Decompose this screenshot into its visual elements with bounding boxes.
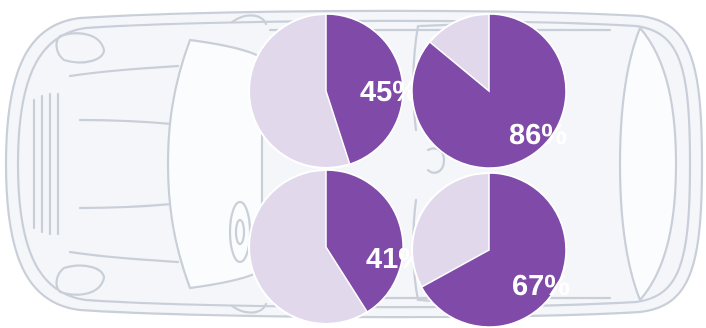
mirror-top xyxy=(230,14,268,26)
pie-value-label: 67% xyxy=(512,270,570,302)
pie-chart-4: 67% xyxy=(411,172,570,328)
pie-value-label: 86% xyxy=(509,119,567,151)
windshield xyxy=(166,38,264,290)
pie-slice-value xyxy=(411,13,567,169)
pie-slice-value xyxy=(325,13,404,166)
headlight-bottom xyxy=(55,264,106,296)
rear-window xyxy=(618,26,678,302)
pie-chart-1: 45% xyxy=(248,13,418,169)
front-grille xyxy=(32,92,60,236)
pie-value-label: 45% xyxy=(360,76,418,108)
pie-slice-value xyxy=(420,172,567,328)
mirror-bottom xyxy=(230,302,268,314)
pie-slice-value xyxy=(325,169,404,314)
headlight-top xyxy=(55,32,106,64)
pie-chart-2: 86% xyxy=(411,13,567,169)
pie-charts: 45%86%41%67% xyxy=(248,13,570,328)
